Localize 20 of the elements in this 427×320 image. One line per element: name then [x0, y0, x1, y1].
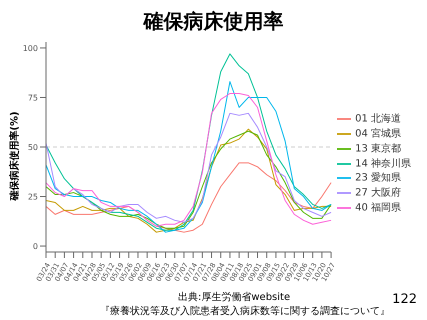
- text: 『療養状況等及び入院患者受入病床数等に関する調査について』: [100, 304, 390, 318]
- y-axis-title: 確保病床使用率(%): [8, 111, 22, 201]
- legend-label: 01 北海道: [355, 114, 401, 126]
- y-tick-label: 75: [28, 93, 38, 102]
- legend-label: 23 愛知県: [355, 173, 401, 184]
- line-series: [46, 162, 332, 233]
- legend-label: 27 大阪府: [355, 188, 401, 199]
- line-series: [46, 53, 332, 231]
- y-tick-label: 0: [32, 242, 38, 251]
- line-series: [46, 112, 332, 223]
- legend-label: 13 東京都: [355, 144, 401, 155]
- legend-label: 04 宮城県: [355, 128, 401, 140]
- legend-label: 14 神奈川県: [355, 158, 411, 170]
- text: 122: [392, 292, 417, 307]
- legend-label: 40 福岡県: [355, 202, 401, 214]
- source-note: 出典:厚生労働省website: [178, 290, 290, 304]
- chart-title: 確保病床使用率: [142, 8, 284, 35]
- y-tick-label: 50: [28, 142, 38, 152]
- y-tick-label: 100: [22, 44, 38, 53]
- y-tick-label: 25: [28, 192, 38, 202]
